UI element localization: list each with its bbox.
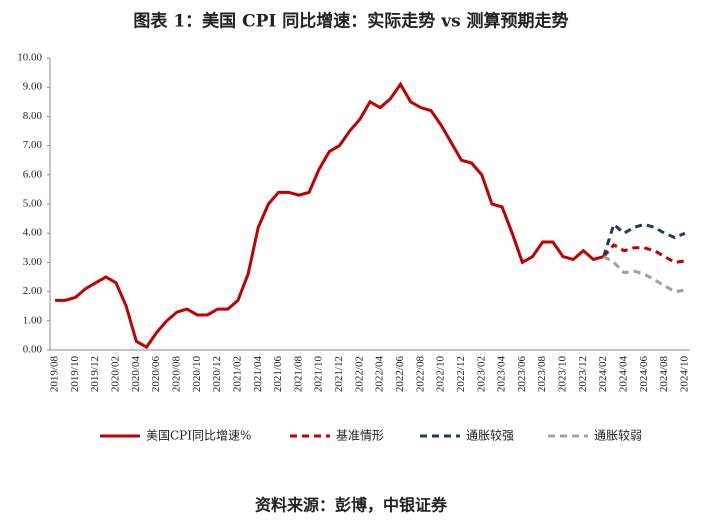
x-tick-label: 2020/06 (150, 356, 162, 393)
x-tick-label: 2020/12 (211, 356, 223, 392)
legend-label: 美国CPI同比增速% (146, 429, 251, 443)
y-tick-label: 0.00 (23, 344, 43, 356)
x-tick-label: 2021/02 (231, 356, 243, 392)
x-tick-label: 2024/08 (658, 356, 670, 393)
x-tick-label: 2022/08 (414, 356, 426, 393)
series-line (55, 81, 605, 350)
series-line (602, 255, 686, 294)
x-tick-label: 2024/06 (638, 356, 650, 393)
y-tick-label: 4.00 (23, 227, 43, 239)
y-tick-label: 2.00 (23, 285, 43, 297)
x-tick-label: 2023/12 (577, 356, 589, 392)
y-tick-label: 1.00 (23, 314, 43, 326)
x-tick-label: 2019/12 (89, 356, 101, 392)
y-tick-label: 9.00 (23, 81, 43, 93)
x-tick-label: 2022/02 (353, 356, 365, 392)
x-tick-label: 2022/10 (435, 356, 447, 393)
x-tick-label: 2020/10 (191, 356, 203, 393)
series-line (602, 242, 686, 264)
legend-label: 基准情形 (336, 429, 384, 443)
x-tick-label: 2019/10 (69, 356, 81, 393)
x-tick-label: 2023/04 (496, 356, 508, 393)
x-tick-label: 2021/10 (313, 356, 325, 393)
x-tick-label: 2022/12 (455, 356, 467, 392)
x-tick-label: 2024/02 (597, 356, 609, 392)
chart-title: 图表 1：美国 CPI 同比增速：实际走势 vs 测算预期走势 (133, 11, 568, 32)
source-note: 资料来源：彭博，中银证券 (255, 496, 448, 515)
series-line (602, 221, 686, 258)
x-tick-label: 2022/04 (374, 356, 386, 393)
x-tick-label: 2023/02 (475, 356, 487, 392)
y-tick-label: 3.00 (23, 256, 43, 268)
x-tick-label: 2024/10 (678, 356, 690, 393)
x-tick-label: 2023/10 (557, 356, 569, 393)
legend-label: 通胀较弱 (594, 428, 642, 443)
x-tick-label: 2022/06 (394, 356, 406, 393)
x-tick-label: 2020/02 (110, 356, 122, 392)
x-tick-label: 2021/12 (333, 356, 345, 392)
x-tick-label: 2019/08 (49, 356, 61, 393)
x-tick-label: 2020/08 (171, 356, 183, 393)
y-tick-label: 8.00 (23, 110, 43, 122)
y-tick-label: 10.00 (17, 52, 42, 64)
x-tick-label: 2024/04 (617, 356, 629, 393)
x-tick-label: 2023/08 (536, 356, 548, 393)
x-tick-label: 2021/06 (272, 356, 284, 393)
y-tick-label: 5.00 (23, 198, 43, 210)
y-tick-label: 7.00 (23, 139, 43, 151)
y-tick-label: 6.00 (23, 168, 43, 180)
legend-label: 通胀较强 (466, 428, 514, 443)
x-tick-label: 2021/08 (292, 356, 304, 393)
x-tick-label: 2021/04 (252, 356, 264, 393)
x-tick-label: 2023/06 (516, 356, 528, 393)
x-tick-label: 2020/04 (130, 356, 142, 393)
